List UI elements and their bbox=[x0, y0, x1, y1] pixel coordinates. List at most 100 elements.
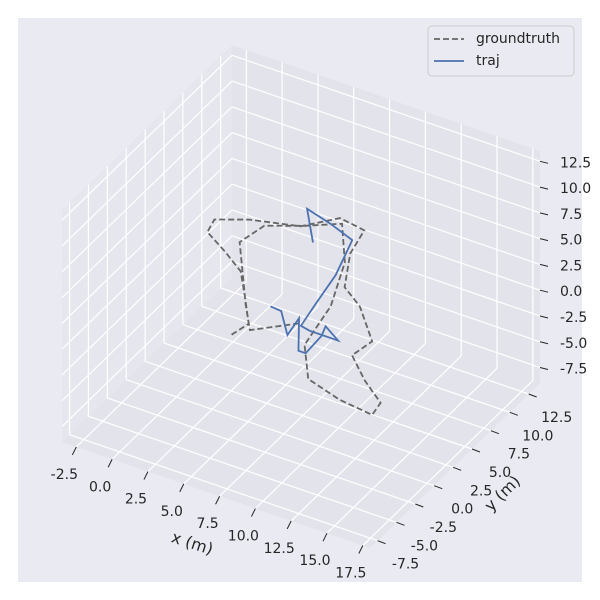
y-tick-label: -7.5 bbox=[392, 557, 419, 573]
z-tick-label: -7.5 bbox=[560, 362, 587, 378]
grid-line bbox=[61, 80, 233, 247]
grid-line bbox=[61, 132, 233, 299]
grid-line bbox=[126, 379, 435, 487]
x-tick-label: 2.5 bbox=[125, 492, 147, 508]
legend-label: traj bbox=[476, 53, 500, 69]
z-tick-label: 7.5 bbox=[560, 207, 582, 223]
legend-box bbox=[427, 25, 575, 77]
z-tick bbox=[539, 212, 549, 216]
grid-line bbox=[182, 324, 492, 432]
y-tick bbox=[509, 411, 518, 416]
x-tick-label: 12.5 bbox=[264, 541, 295, 557]
z-tick-label: 10.0 bbox=[560, 181, 591, 197]
grid-line bbox=[183, 318, 355, 485]
grid-line bbox=[326, 367, 498, 534]
grid-line bbox=[61, 157, 233, 324]
y-tick-label: 7.5 bbox=[508, 447, 530, 463]
z-tick-label: 5.0 bbox=[560, 233, 582, 249]
grid-line bbox=[61, 209, 233, 376]
axes: -2.50.02.55.07.510.012.515.017.5-7.5-5.0… bbox=[51, 45, 591, 582]
grid-line bbox=[107, 397, 416, 505]
y-tick-label: -2.5 bbox=[430, 520, 457, 536]
x-tick bbox=[143, 471, 149, 480]
x-tick-label: 17.5 bbox=[335, 566, 366, 582]
grid-line bbox=[231, 209, 541, 317]
y-tick bbox=[434, 485, 443, 490]
z-tick bbox=[539, 238, 549, 242]
x-tick bbox=[250, 508, 256, 517]
grid-line bbox=[231, 132, 541, 240]
grid-line bbox=[61, 54, 233, 221]
legend: groundtruth traj bbox=[427, 25, 575, 77]
y-tick-label: 0.0 bbox=[451, 502, 473, 518]
x-tick bbox=[358, 545, 364, 554]
grid-line bbox=[69, 434, 378, 542]
grid-line bbox=[201, 305, 510, 413]
x-tick bbox=[107, 459, 113, 468]
grid-line bbox=[362, 380, 534, 546]
grid-line bbox=[75, 281, 247, 448]
x-tick-label: 0.0 bbox=[89, 479, 111, 495]
grid-line bbox=[163, 342, 473, 450]
grid-line bbox=[144, 360, 454, 468]
x-tick bbox=[179, 483, 185, 493]
y-tick-label: -5.0 bbox=[411, 538, 438, 554]
legend-label: groundtruth bbox=[476, 31, 560, 47]
grid-line bbox=[290, 355, 462, 522]
y-tick-label: 5.0 bbox=[489, 465, 511, 481]
back-pane bbox=[232, 45, 540, 383]
grid-line bbox=[231, 106, 541, 214]
z-tick bbox=[539, 289, 549, 293]
z-tick-label: -5.0 bbox=[560, 336, 587, 352]
z-tick bbox=[539, 186, 549, 190]
x-tick bbox=[322, 532, 328, 542]
z-tick bbox=[539, 315, 549, 319]
trajectory-line bbox=[206, 217, 382, 416]
y-tick bbox=[471, 448, 481, 453]
z-tick bbox=[539, 263, 549, 267]
grid-line bbox=[61, 106, 233, 273]
x-tick bbox=[71, 446, 77, 456]
grid-line bbox=[61, 235, 233, 402]
grid-line bbox=[220, 287, 529, 395]
x-tick bbox=[286, 520, 292, 530]
x-tick-label: 7.5 bbox=[196, 516, 218, 532]
z-tick bbox=[539, 341, 549, 345]
x-tick-label: 5.0 bbox=[161, 504, 183, 520]
grid-line bbox=[61, 261, 233, 427]
grid-line bbox=[231, 54, 541, 162]
z-tick-label: 2.5 bbox=[560, 258, 582, 274]
z-tick-label: 0.0 bbox=[560, 284, 582, 300]
x-tick-label: 10.0 bbox=[228, 529, 259, 545]
y-tick bbox=[415, 503, 424, 508]
grid-line bbox=[254, 343, 426, 509]
x-tick-label: -2.5 bbox=[51, 467, 78, 483]
y-tick-label: 10.0 bbox=[522, 428, 553, 444]
grid-line bbox=[147, 306, 319, 473]
y-tick bbox=[396, 521, 405, 526]
grid-line bbox=[231, 235, 541, 343]
x-tick bbox=[215, 496, 221, 505]
x-tick-label: 15.0 bbox=[299, 553, 330, 569]
grid-line bbox=[88, 415, 397, 523]
z-tick-label: 12.5 bbox=[560, 155, 591, 171]
grid-line bbox=[219, 330, 390, 497]
grid-line bbox=[61, 183, 233, 350]
grid-line bbox=[231, 157, 541, 265]
y-tick bbox=[490, 430, 500, 435]
y-tick-label: 12.5 bbox=[541, 410, 572, 426]
y-tick bbox=[528, 393, 537, 398]
y-tick bbox=[452, 466, 462, 471]
grid-line bbox=[231, 183, 541, 291]
z-tick bbox=[539, 367, 549, 371]
trajectory-line bbox=[270, 206, 354, 355]
y-tick bbox=[377, 540, 386, 545]
grid-line bbox=[111, 293, 283, 460]
z-tick-label: -2.5 bbox=[560, 310, 587, 326]
grid-line bbox=[231, 80, 541, 188]
y-tick-label: 2.5 bbox=[470, 483, 492, 499]
grid-line bbox=[231, 260, 541, 369]
z-tick bbox=[539, 160, 549, 164]
left-pane bbox=[62, 45, 232, 442]
